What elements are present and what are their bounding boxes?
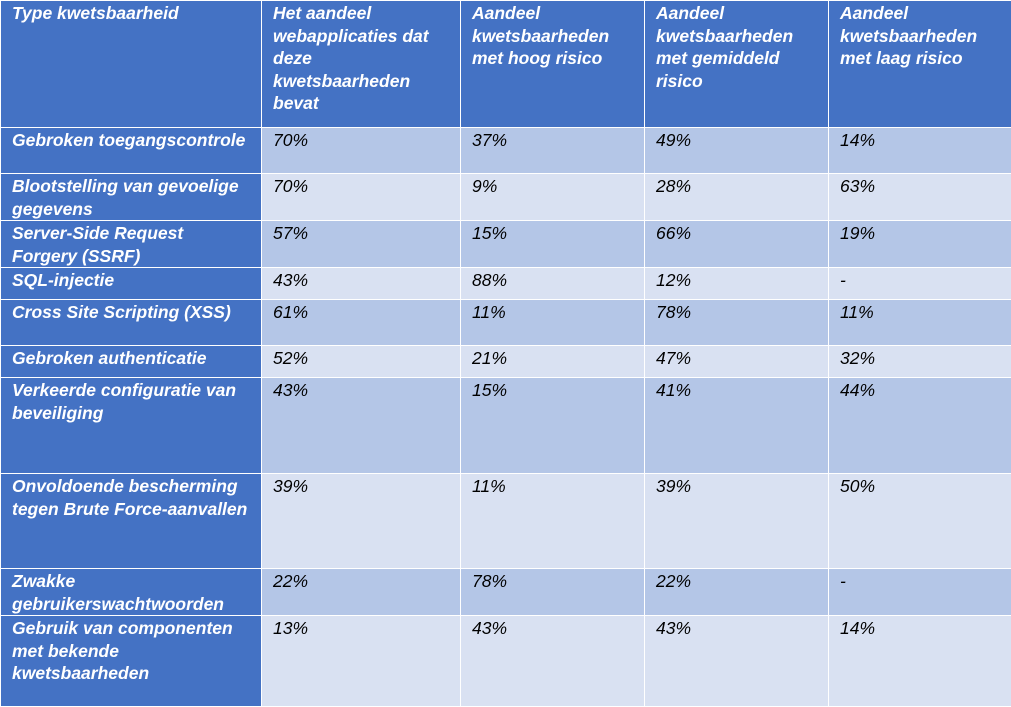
cell-low: 32%	[829, 346, 1011, 378]
cell-apps: 57%	[262, 221, 461, 268]
table-row: Gebroken authenticatie 52% 21% 47% 32%	[1, 346, 1011, 378]
cell-medium: 49%	[645, 128, 829, 174]
row-type: Server-Side Request Forgery (SSRF)	[1, 221, 262, 268]
cell-low: 14%	[829, 128, 1011, 174]
cell-medium: 78%	[645, 300, 829, 346]
header-type: Type kwetsbaarheid	[1, 1, 262, 128]
row-type: Gebroken toegangscontrole	[1, 128, 262, 174]
cell-low: 63%	[829, 174, 1011, 221]
cell-apps: 70%	[262, 128, 461, 174]
cell-low: 50%	[829, 474, 1011, 569]
cell-low: 14%	[829, 616, 1011, 707]
header-low-risk: Aandeel kwetsbaarheden met laag risico	[829, 1, 1011, 128]
header-apps-share: Het aandeel webapplicaties dat deze kwet…	[262, 1, 461, 128]
cell-medium: 41%	[645, 378, 829, 474]
cell-apps: 61%	[262, 300, 461, 346]
cell-low: 44%	[829, 378, 1011, 474]
table-row: Zwakke gebruikerswachtwoorden 22% 78% 22…	[1, 569, 1011, 616]
header-row: Type kwetsbaarheid Het aandeel webapplic…	[1, 1, 1011, 128]
cell-high: 11%	[461, 474, 645, 569]
cell-high: 9%	[461, 174, 645, 221]
cell-apps: 52%	[262, 346, 461, 378]
row-type: Gebroken authenticatie	[1, 346, 262, 378]
row-type: Gebruik van componenten met bekende kwet…	[1, 616, 262, 707]
cell-high: 37%	[461, 128, 645, 174]
cell-high: 43%	[461, 616, 645, 707]
table-row: Cross Site Scripting (XSS) 61% 11% 78% 1…	[1, 300, 1011, 346]
cell-apps: 22%	[262, 569, 461, 616]
cell-medium: 22%	[645, 569, 829, 616]
table-row: Gebroken toegangscontrole 70% 37% 49% 14…	[1, 128, 1011, 174]
row-type: Blootstelling van gevoelige gegevens	[1, 174, 262, 221]
cell-high: 88%	[461, 268, 645, 300]
cell-medium: 47%	[645, 346, 829, 378]
cell-low: 19%	[829, 221, 1011, 268]
cell-low: 11%	[829, 300, 1011, 346]
cell-apps: 13%	[262, 616, 461, 707]
row-type: Onvoldoende bescherming tegen Brute Forc…	[1, 474, 262, 569]
cell-high: 78%	[461, 569, 645, 616]
header-medium-risk: Aandeel kwetsbaarheden met gemiddeld ris…	[645, 1, 829, 128]
cell-apps: 70%	[262, 174, 461, 221]
cell-low: -	[829, 569, 1011, 616]
cell-medium: 12%	[645, 268, 829, 300]
cell-apps: 39%	[262, 474, 461, 569]
cell-high: 15%	[461, 378, 645, 474]
table-row: Server-Side Request Forgery (SSRF) 57% 1…	[1, 221, 1011, 268]
table-row: Onvoldoende bescherming tegen Brute Forc…	[1, 474, 1011, 569]
table-row: Gebruik van componenten met bekende kwet…	[1, 616, 1011, 707]
cell-high: 15%	[461, 221, 645, 268]
row-type: Verkeerde configuratie van beveiliging	[1, 378, 262, 474]
cell-high: 21%	[461, 346, 645, 378]
cell-medium: 43%	[645, 616, 829, 707]
cell-apps: 43%	[262, 378, 461, 474]
table-row: SQL-injectie 43% 88% 12% -	[1, 268, 1011, 300]
cell-medium: 28%	[645, 174, 829, 221]
cell-low: -	[829, 268, 1011, 300]
cell-apps: 43%	[262, 268, 461, 300]
header-high-risk: Aandeel kwetsbaarheden met hoog risico	[461, 1, 645, 128]
table-row: Blootstelling van gevoelige gegevens 70%…	[1, 174, 1011, 221]
row-type: SQL-injectie	[1, 268, 262, 300]
cell-high: 11%	[461, 300, 645, 346]
table-row: Verkeerde configuratie van beveiliging 4…	[1, 378, 1011, 474]
row-type: Zwakke gebruikerswachtwoorden	[1, 569, 262, 616]
cell-medium: 39%	[645, 474, 829, 569]
cell-medium: 66%	[645, 221, 829, 268]
row-type: Cross Site Scripting (XSS)	[1, 300, 262, 346]
